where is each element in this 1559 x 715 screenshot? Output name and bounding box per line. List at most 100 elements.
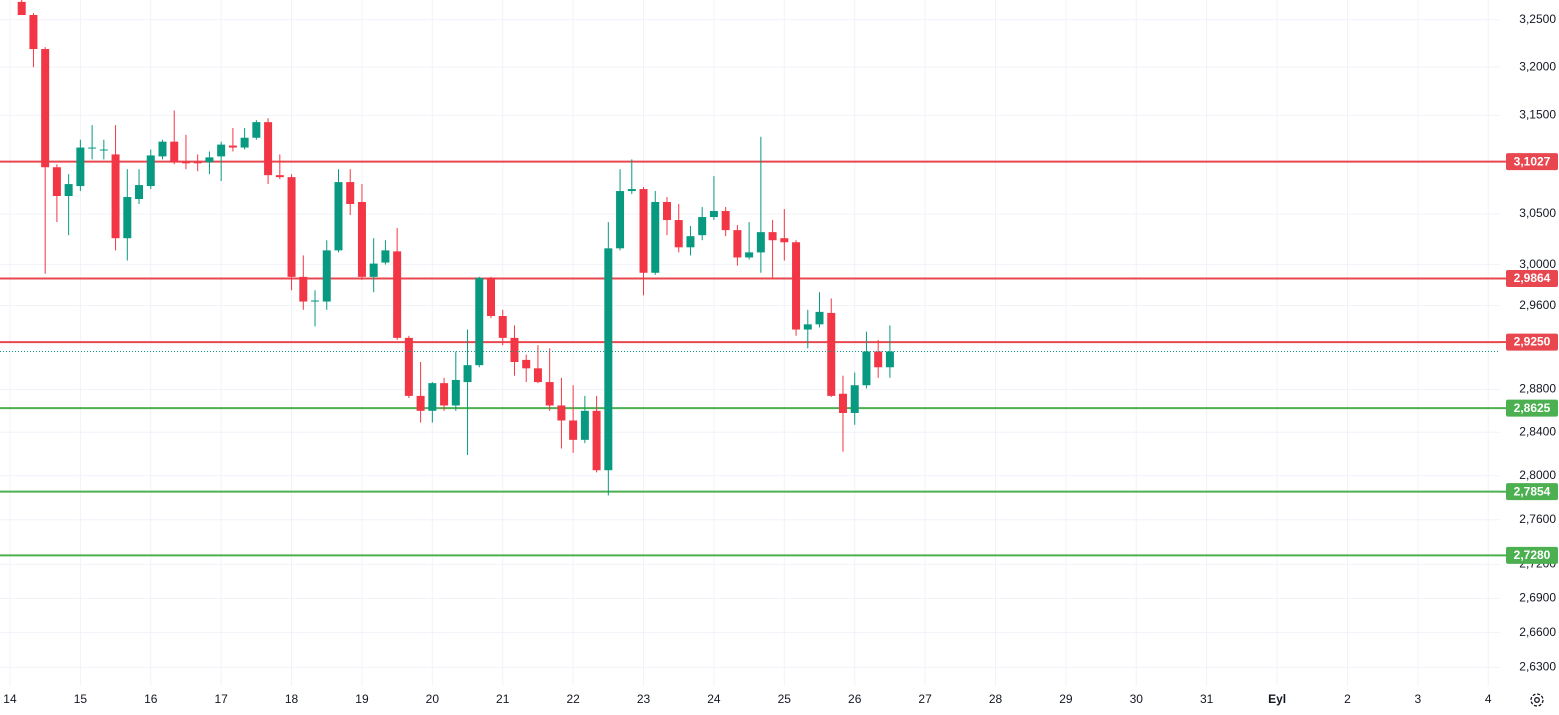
candle-body [334,182,343,251]
candle-body [569,420,578,440]
candle-body [193,162,202,164]
candle-body [146,155,155,187]
axes: 3,2500 3,2000 3,1500 3,0500 3,0000 2,9600 2,88… [3,12,1556,706]
x-tick-label: 31 [1200,692,1214,706]
candle-body [135,185,144,200]
candle-body [369,263,378,277]
candle-body [487,277,496,317]
candle-body [827,312,836,396]
level-label-box [1506,153,1558,171]
x-tick-label: 22 [566,692,580,706]
x-tick-label: Eyl [1268,692,1286,706]
x-tick-label: 2 [1344,692,1351,706]
candle-body [52,167,61,197]
candle-body [404,337,413,396]
candle-body [311,300,320,302]
candle-body [88,147,97,149]
x-tick-label: 21 [496,692,510,706]
level-label: 2,9250 [1514,335,1551,349]
candle-body [616,191,625,249]
level-label-box [1506,546,1558,564]
level-label: 2,7280 [1514,548,1551,562]
candle-body [463,365,472,383]
candle-body [850,385,859,413]
level-label: 2,7854 [1514,484,1551,498]
level-label-box [1506,333,1558,351]
candle-body [346,182,355,205]
candle-body [803,324,812,330]
candle-body [792,242,801,330]
level-label: 3,1027 [1514,154,1551,168]
candle-body [322,250,331,302]
candle-body [874,351,883,368]
x-tick-label: 24 [707,692,721,706]
level-label-box [1506,270,1558,288]
x-tick-label: 19 [355,692,369,706]
settings-gear[interactable] [1530,693,1544,707]
y-tick-label: 3,2000 [1519,59,1556,73]
candle-body [381,250,390,263]
candle-body [721,211,730,231]
candle-body [709,211,718,218]
levels [0,160,1500,557]
candle-body [64,184,73,197]
y-tick-label: 2,6300 [1519,660,1556,674]
candle-body [41,49,50,168]
y-tick-label: 3,2500 [1519,12,1556,26]
candle-body [522,359,531,369]
settings-button[interactable] [1530,693,1544,707]
x-tick-label: 30 [1130,692,1144,706]
x-tick-label: 18 [285,692,299,706]
candle-body [580,410,589,440]
candle-body [639,189,648,273]
x-tick-label: 27 [918,692,932,706]
candle-body [170,141,179,163]
y-tick-label: 2,6900 [1519,590,1556,604]
y-tick-label: 2,8800 [1519,382,1556,396]
candle-body [686,236,695,248]
y-tick-label: 2,9600 [1519,298,1556,312]
candle-body [275,175,284,178]
candle-body [393,251,402,338]
candle-body [756,232,765,253]
candle-body [592,410,601,471]
x-tick-label: 14 [3,692,17,706]
level-label: 2,9864 [1514,271,1551,285]
x-tick-label: 29 [1059,692,1073,706]
candle-body [29,15,38,50]
x-tick-label: 3 [1415,692,1422,706]
candle-body [299,276,308,302]
candle-body [123,197,132,239]
candle-body [733,230,742,258]
candle-body [416,395,425,411]
candle-body [780,238,789,243]
candle-body [264,122,273,176]
candle-body [428,383,437,411]
candle-body [240,137,249,148]
x-tick-label: 20 [426,692,440,706]
y-tick-label: 2,7600 [1519,512,1556,526]
candle-body [440,383,449,406]
candle-body [698,217,707,236]
candle-body [99,149,108,151]
candle-body [158,141,167,157]
candle-body [745,252,754,258]
x-tick-label: 26 [848,692,862,706]
x-tick-label: 16 [144,692,158,706]
level-labels: 3,1027 2,9864 2,9250 2,8625 2,7854 2,7280 [1500,153,1558,564]
y-tick-label: 2,8400 [1519,424,1556,438]
candle-body [627,189,636,192]
x-tick-label: 17 [214,692,228,706]
candles [0,0,1500,496]
candle-body [674,220,683,248]
y-tick-label: 3,0500 [1519,206,1556,220]
candle-body [651,202,660,273]
y-tick-label: 3,0000 [1519,257,1556,271]
candle-body [662,202,671,221]
y-tick-label: 3,1500 [1519,107,1556,121]
x-tick-label: 4 [1485,692,1492,706]
y-tick-label: 2,6600 [1519,625,1556,639]
settings-hub[interactable] [1534,697,1540,703]
candle-body [111,154,120,239]
y-tick-label: 2,8000 [1519,468,1556,482]
